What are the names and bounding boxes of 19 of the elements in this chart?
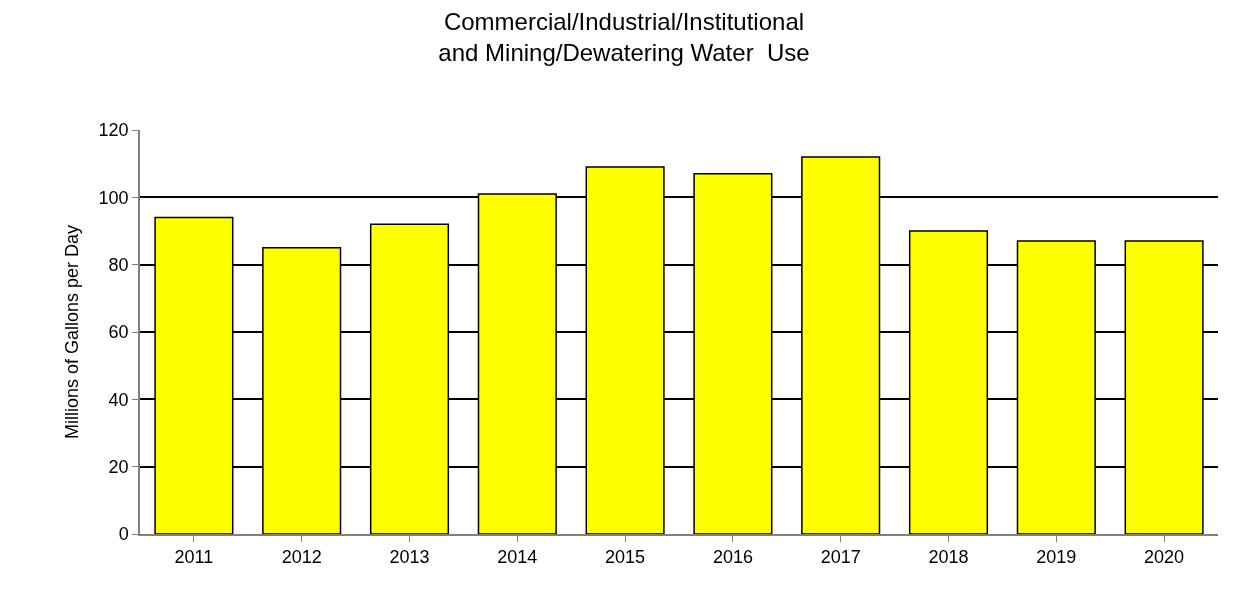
x-tick-label: 2013 (389, 547, 430, 568)
x-tick-label: 2019 (1036, 547, 1077, 568)
x-tick-label: 2016 (712, 547, 753, 568)
x-tick-label: 2020 (1144, 547, 1185, 568)
y-tick-label: 20 (108, 456, 129, 477)
y-tick-label: 100 (98, 187, 129, 208)
y-tick-label: 80 (108, 254, 129, 275)
y-tick-label: 120 (98, 120, 129, 141)
x-tick-label: 2012 (281, 547, 322, 568)
y-tick-label: 0 (118, 524, 129, 545)
x-tick-label: 2017 (820, 547, 861, 568)
x-tick-label: 2018 (928, 547, 969, 568)
x-tick-label: 2014 (497, 547, 538, 568)
y-axis-title: Millions of Gallons per Day (62, 224, 83, 440)
y-tick-label: 40 (108, 389, 129, 410)
x-tick-label: 2011 (174, 547, 214, 568)
x-tick-label: 2015 (605, 547, 646, 568)
y-tick-label: 60 (108, 322, 129, 343)
chart-title: Commercial/Industrial/Institutional and Mining/Dewatering Water Use (438, 7, 810, 66)
